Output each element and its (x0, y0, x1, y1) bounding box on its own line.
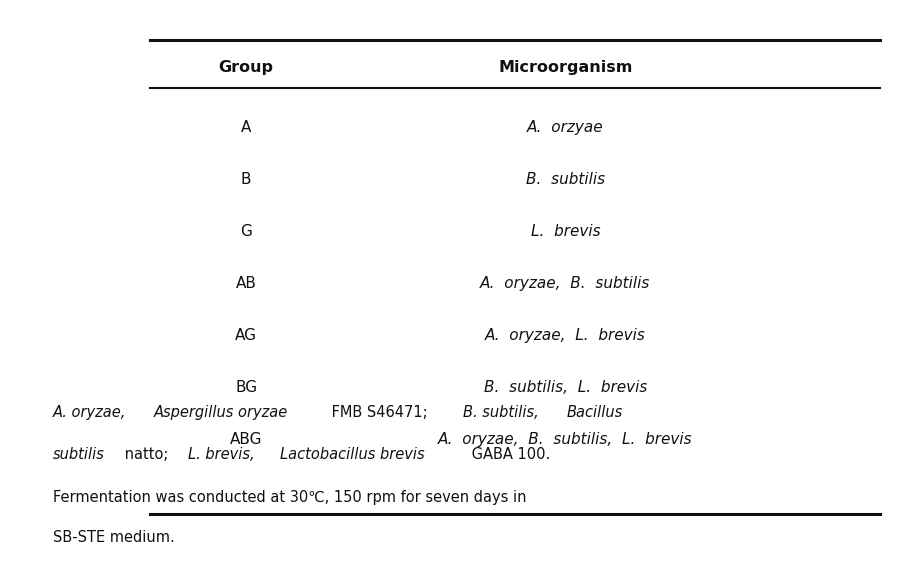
Text: FMB S46471;: FMB S46471; (326, 405, 432, 420)
Text: G: G (240, 224, 252, 238)
Text: Aspergillus oryzae: Aspergillus oryzae (153, 405, 288, 420)
Text: A: A (241, 120, 251, 134)
Text: GABA 100.: GABA 100. (466, 447, 549, 462)
Text: B: B (241, 172, 251, 186)
Text: BG: BG (235, 380, 257, 394)
Text: A.  oryzae,  L.  brevis: A. oryzae, L. brevis (485, 328, 645, 342)
Text: Microorganism: Microorganism (497, 60, 632, 75)
Text: B.  subtilis,  L.  brevis: B. subtilis, L. brevis (483, 380, 647, 394)
Text: Fermentation was conducted at 30℃, 150 rpm for seven days in: Fermentation was conducted at 30℃, 150 r… (53, 490, 526, 505)
Text: Group: Group (219, 60, 273, 75)
Text: ABG: ABG (230, 432, 262, 446)
Text: A.  oryzae,  B.  subtilis: A. oryzae, B. subtilis (480, 276, 650, 290)
Text: A.  orzyae: A. orzyae (527, 120, 603, 134)
Text: B.  subtilis: B. subtilis (526, 172, 604, 186)
Text: A.  oryzae,  B.  subtilis,  L.  brevis: A. oryzae, B. subtilis, L. brevis (437, 432, 692, 446)
Text: AG: AG (235, 328, 257, 342)
Text: L.  brevis: L. brevis (530, 224, 599, 238)
Text: A. oryzae,: A. oryzae, (53, 405, 131, 420)
Text: Lactobacillus brevis: Lactobacillus brevis (280, 447, 425, 462)
Text: subtilis: subtilis (53, 447, 105, 462)
Text: natto;: natto; (119, 447, 173, 462)
Text: B. subtilis,: B. subtilis, (462, 405, 542, 420)
Text: SB-STE medium.: SB-STE medium. (53, 531, 174, 545)
Text: Bacillus: Bacillus (566, 405, 622, 420)
Text: L. brevis,: L. brevis, (188, 447, 260, 462)
Text: AB: AB (236, 276, 256, 290)
